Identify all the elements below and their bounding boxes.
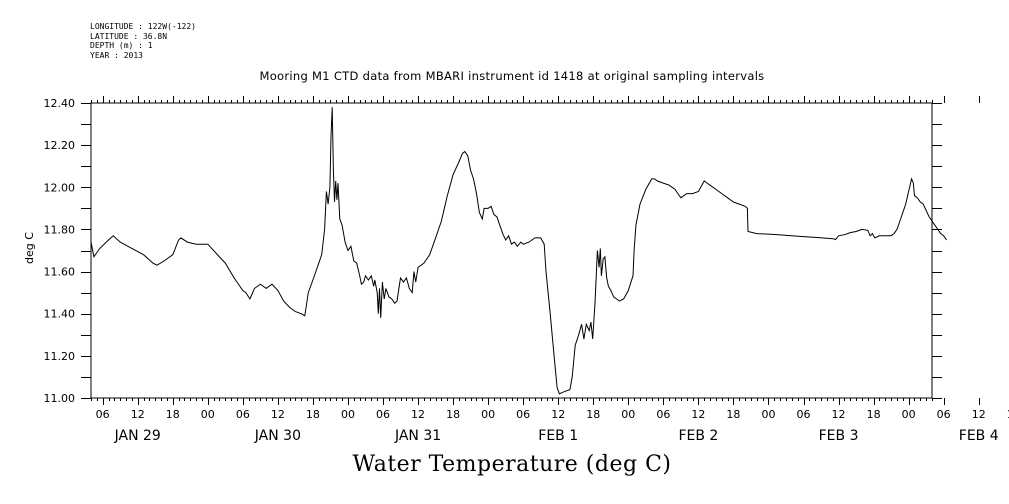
x-hour-label: 00: [902, 408, 916, 421]
x-hour-label: 12: [411, 408, 425, 421]
x-hour-label: 00: [341, 408, 355, 421]
temperature-series-line: [90, 107, 948, 395]
plot-frame: [90, 102, 933, 399]
y-tick-label: 11.40: [44, 308, 76, 321]
longitude-label: LONGITUDE : 122W(-122): [90, 22, 196, 31]
y-tick-label: 12.20: [44, 139, 76, 152]
y-tick-label: 11.20: [44, 350, 76, 363]
x-day-label: JAN 30: [254, 428, 301, 444]
y-tick-label: 11.80: [44, 223, 76, 236]
x-hour-label: 06: [516, 408, 530, 421]
y-tick-label: 11.00: [44, 392, 76, 405]
year-label: YEAR : 2013: [90, 50, 143, 60]
x-day-label: JAN 31: [394, 428, 441, 444]
x-hour-label: 18: [306, 408, 320, 421]
y-tick-label: 12.00: [44, 181, 76, 194]
x-hour-label: 12: [551, 408, 565, 421]
x-day-label: FEB 2: [678, 428, 718, 444]
x-hour-label: 18: [446, 408, 460, 421]
x-hour-label: 18: [586, 408, 600, 421]
chart-plot: 11.00 11.20 11.40 11.60 11.80 12.00 12.20 12.40…: [23, 96, 1009, 444]
x-hour-label: 12: [131, 408, 145, 421]
x-hour-label: 06: [937, 408, 951, 421]
x-hour-label: 12: [972, 408, 986, 421]
chart-title: Mooring M1 CTD data from MBARI instrumen…: [259, 69, 765, 83]
x-hour-label: 00: [621, 408, 635, 421]
x-hour-label: 00: [481, 408, 495, 421]
plot-border: [90, 102, 933, 399]
y-tick-label: 12.40: [44, 97, 76, 110]
x-day-label: JAN 29: [114, 428, 161, 444]
minor-ticks: [91, 100, 933, 401]
x-hour-label: 12: [271, 408, 285, 421]
x-hour-label: 18: [726, 408, 740, 421]
x-axis-ticks: 06 12 18 00 06 12 18 00 06 12 18 00 06 12 18 00 06 12 18 00…: [96, 96, 1009, 444]
x-hour-label: 18: [867, 408, 881, 421]
x-hour-label: 18: [1007, 408, 1009, 421]
x-hour-label: 06: [797, 408, 811, 421]
x-axis-label: Water Temperature (deg C): [352, 452, 672, 477]
depth-label: DEPTH (m) : 1: [90, 41, 153, 50]
x-day-label: FEB 1: [538, 428, 578, 444]
x-hour-label: 12: [691, 408, 705, 421]
x-hour-label: 00: [201, 408, 215, 421]
latitude-label: LATITUDE : 36.8N: [90, 31, 168, 41]
x-hour-label: 06: [236, 408, 250, 421]
x-hour-label: 00: [761, 408, 775, 421]
x-hour-label: 12: [832, 408, 846, 421]
y-tick-label: 11.60: [44, 266, 76, 279]
x-day-label: FEB 4: [959, 428, 999, 444]
y-axis-label: deg C: [23, 232, 36, 264]
metadata-block: LONGITUDE : 122W(-122) LATITUDE : 36.8N …: [90, 22, 196, 60]
x-hour-label: 06: [376, 408, 390, 421]
x-hour-label: 06: [656, 408, 670, 421]
x-day-label: FEB 3: [819, 428, 859, 444]
x-hour-label: 18: [166, 408, 180, 421]
y-axis-ticks: 11.00 11.20 11.40 11.60 11.80 12.00 12.20 12.40: [44, 97, 942, 405]
x-hour-label: 06: [96, 408, 110, 421]
